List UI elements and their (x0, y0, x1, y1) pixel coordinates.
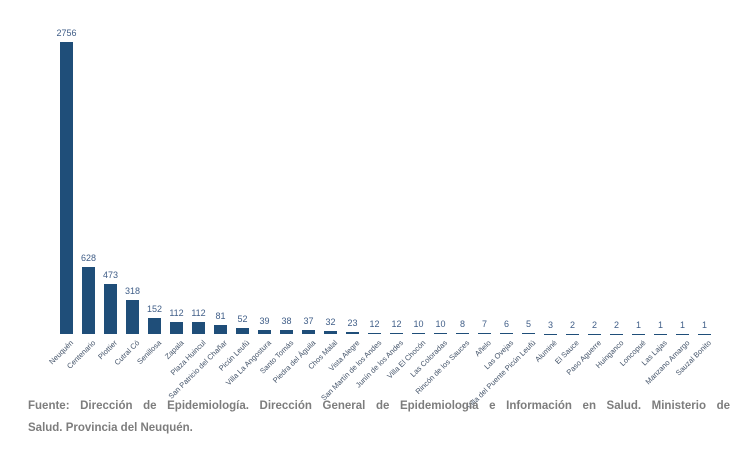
bar (104, 283, 117, 334)
bar (236, 328, 249, 334)
bar-value-label: 473 (102, 269, 119, 280)
bar (126, 300, 139, 334)
source-note-line1: Fuente: Dirección de Epidemiología. Dire… (28, 400, 730, 412)
bar (434, 332, 447, 334)
bar (192, 322, 205, 334)
bar (500, 333, 513, 334)
source-note-line2: Salud. Provincia del Neuquén. (28, 422, 193, 434)
bar (148, 317, 161, 334)
bar-value-label: 32 (325, 316, 336, 327)
bar-value-label: 38 (281, 315, 292, 326)
bar-value-label: 2 (569, 319, 575, 330)
bar (390, 332, 403, 334)
bar (214, 325, 227, 334)
bar (170, 322, 183, 334)
bar (302, 330, 315, 334)
bar-value-label: 112 (191, 308, 206, 319)
bar-value-label: 2756 (56, 28, 77, 38)
bar (324, 330, 337, 334)
bar-value-label: 112 (169, 308, 184, 319)
bar-value-label: 2 (613, 319, 619, 330)
source-note: Fuente: Dirección de Epidemiología. Dire… (28, 395, 730, 439)
bar-value-label: 12 (369, 318, 380, 329)
bar-value-label: 12 (391, 318, 402, 329)
bar-value-label: 81 (215, 311, 226, 322)
bar (60, 42, 73, 334)
bar-value-label: 23 (347, 317, 358, 328)
bar-value-label: 1 (657, 319, 663, 330)
bar-value-label: 10 (413, 318, 424, 329)
bar (368, 332, 381, 334)
bar-value-label: 10 (435, 318, 446, 329)
bar (412, 332, 425, 334)
bar (280, 329, 293, 334)
bar (82, 267, 95, 334)
bar (478, 333, 491, 334)
bar-value-label: 628 (80, 253, 97, 264)
bar-value-label: 7 (481, 319, 487, 330)
bar-value-label: 6 (503, 319, 509, 330)
bar-value-label: 318 (124, 286, 141, 297)
bar-value-label: 3 (547, 319, 553, 330)
bar (346, 331, 359, 334)
bar (258, 329, 271, 334)
bar (522, 333, 535, 334)
bar-value-label: 5 (525, 319, 531, 330)
bar-value-label: 1 (679, 319, 685, 330)
bar-value-label: 1 (635, 319, 641, 330)
bar-value-label: 2 (591, 319, 597, 330)
bar-value-label: 152 (146, 303, 163, 314)
bar-value-label: 8 (459, 319, 465, 330)
bar (456, 333, 469, 334)
bar-value-label: 52 (237, 314, 248, 325)
bar-value-label: 39 (259, 315, 270, 326)
bar-value-label: 37 (303, 316, 314, 327)
bar-value-label: 1 (701, 319, 707, 330)
